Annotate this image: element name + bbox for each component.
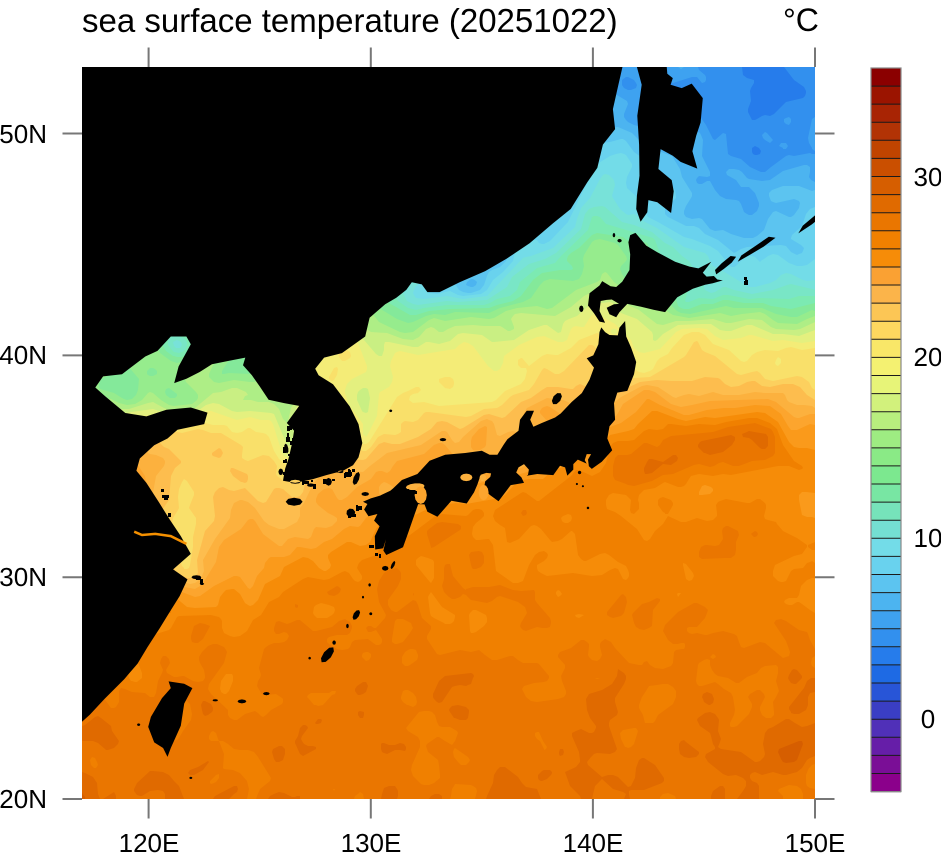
svg-text:°C: °C [783, 2, 819, 38]
svg-text:20N: 20N [0, 784, 47, 814]
svg-text:30N: 30N [0, 562, 47, 592]
svg-text:140E: 140E [563, 828, 624, 858]
svg-text:120E: 120E [119, 828, 180, 858]
svg-text:10: 10 [914, 523, 941, 553]
svg-text:50N: 50N [0, 119, 47, 149]
svg-text:0: 0 [921, 704, 935, 734]
svg-text:sea surface temperature (20251: sea surface temperature (20251022) [82, 2, 618, 39]
svg-text:20: 20 [914, 342, 941, 372]
svg-text:130E: 130E [341, 828, 402, 858]
svg-text:40N: 40N [0, 340, 47, 370]
svg-text:30: 30 [914, 162, 941, 192]
svg-text:150E: 150E [785, 828, 846, 858]
